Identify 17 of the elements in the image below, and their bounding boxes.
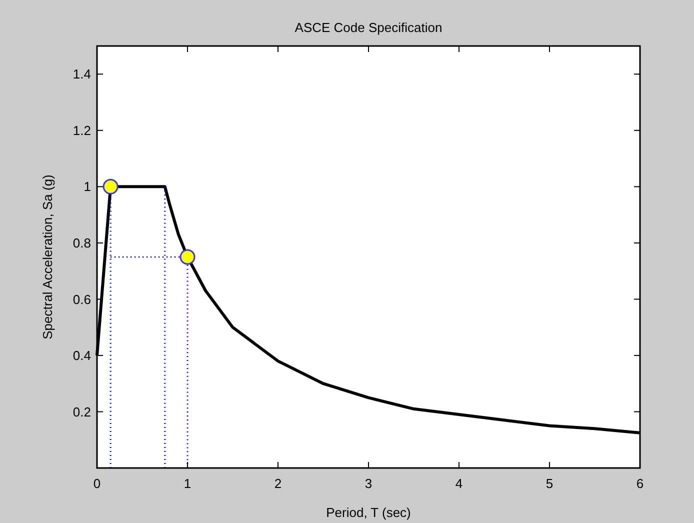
x-axis-title: Period, T (sec) <box>326 505 411 520</box>
x-tick-label: 6 <box>636 476 644 491</box>
y-axis-title: Spectral Acceleration, Sa (g) <box>40 174 55 340</box>
y-tick-label: 1 <box>84 179 91 194</box>
y-tick-label: 0.6 <box>72 292 91 307</box>
y-tick-label: 0.4 <box>72 348 91 364</box>
x-tick-label: 1 <box>184 476 192 491</box>
x-tick-label: 4 <box>455 476 463 491</box>
y-tick-label: 1.4 <box>72 66 91 82</box>
y-tick-label: 1.2 <box>72 122 91 138</box>
y-tick-label: 0.8 <box>72 235 91 250</box>
x-tick-label: 0 <box>93 476 101 491</box>
x-tick-label: 5 <box>546 476 554 491</box>
x-tick-label: 2 <box>274 476 282 491</box>
y-tick-label: 0.2 <box>72 404 91 420</box>
x-tick-label: 3 <box>364 476 372 491</box>
chart-title: ASCE Code Specification <box>294 20 442 35</box>
